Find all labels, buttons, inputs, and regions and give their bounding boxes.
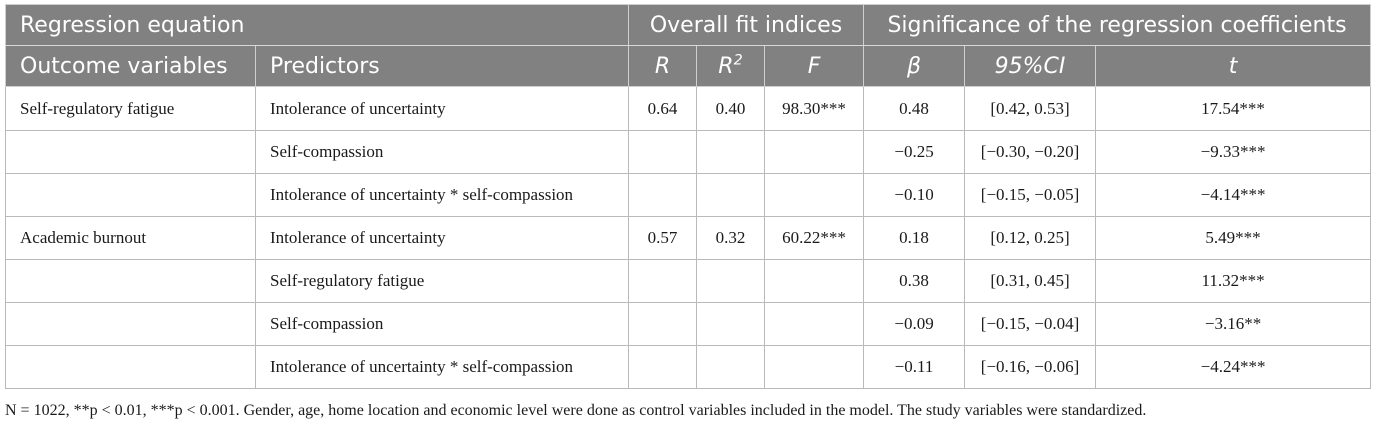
cell-ci: [−0.15, −0.05] — [964, 173, 1097, 217]
column-header-outcome: Outcome variables — [5, 45, 256, 87]
group-header-significance: Significance of the regression coefficie… — [863, 4, 1372, 46]
cell-r — [628, 130, 697, 174]
cell-beta: 0.38 — [863, 259, 966, 303]
cell-outcome — [5, 173, 256, 217]
cell-beta: −0.10 — [863, 173, 966, 217]
cell-r: 0.57 — [628, 216, 697, 260]
cell-r-squared: 0.32 — [696, 216, 765, 260]
cell-f — [763, 302, 865, 346]
cell-r-squared — [696, 130, 765, 174]
cell-t: −3.16** — [1095, 302, 1372, 346]
cell-ci: [0.42, 0.53] — [964, 86, 1097, 131]
table-row: Self-compassion −0.09 [−0.15, −0.04] −3.… — [5, 302, 1372, 346]
table-body: Self-regulatory fatigue Intolerance of u… — [5, 86, 1372, 389]
cell-f — [763, 259, 865, 303]
group-header-regression-equation: Regression equation — [5, 4, 629, 46]
column-header-row: Outcome variables Predictors R R2 F β 95… — [5, 45, 1372, 87]
cell-r-squared — [696, 259, 765, 303]
cell-predictor: Self-regulatory fatigue — [255, 259, 629, 303]
cell-r-squared: 0.40 — [696, 86, 765, 131]
cell-t: 5.49*** — [1095, 216, 1372, 260]
table-header: Regression equation Overall fit indices … — [5, 4, 1372, 87]
cell-r — [628, 302, 697, 346]
table-row: Intolerance of uncertainty * self-compas… — [5, 173, 1372, 217]
cell-beta: 0.48 — [863, 86, 966, 131]
cell-t: −9.33*** — [1095, 130, 1372, 174]
table-row: Self-regulatory fatigue Intolerance of u… — [5, 86, 1372, 131]
column-header-beta: β — [863, 45, 966, 87]
cell-predictor: Self-compassion — [255, 302, 629, 346]
cell-r — [628, 345, 697, 389]
cell-r — [628, 173, 697, 217]
table-row: Self-regulatory fatigue 0.38 [0.31, 0.45… — [5, 259, 1372, 303]
cell-t: −4.24*** — [1095, 345, 1372, 389]
cell-outcome — [5, 302, 256, 346]
table-row: Intolerance of uncertainty * self-compas… — [5, 345, 1372, 389]
group-header-overall-fit: Overall fit indices — [627, 4, 865, 46]
cell-f: 60.22*** — [763, 216, 865, 260]
column-header-f: F — [763, 45, 865, 87]
column-header-t: t — [1095, 45, 1372, 87]
r-squared-exponent: 2 — [733, 52, 743, 69]
cell-ci: [−0.16, −0.06] — [964, 345, 1097, 389]
cell-t: −4.14*** — [1095, 173, 1372, 217]
r-squared-base: R — [718, 53, 734, 79]
cell-predictor: Self-compassion — [255, 130, 629, 174]
cell-predictor: Intolerance of uncertainty — [255, 216, 629, 260]
cell-predictor: Intolerance of uncertainty — [255, 86, 629, 131]
cell-beta: −0.25 — [863, 130, 966, 174]
cell-ci: [−0.15, −0.04] — [964, 302, 1097, 346]
cell-outcome: Academic burnout — [5, 216, 256, 260]
cell-r — [628, 259, 697, 303]
regression-table-container: Regression equation Overall fit indices … — [5, 4, 1372, 389]
cell-predictor: Intolerance of uncertainty * self-compas… — [255, 173, 629, 217]
cell-r-squared — [696, 173, 765, 217]
cell-f — [763, 345, 865, 389]
cell-beta: −0.11 — [863, 345, 966, 389]
cell-r: 0.64 — [628, 86, 697, 131]
cell-ci: [0.31, 0.45] — [964, 259, 1097, 303]
regression-table: Regression equation Overall fit indices … — [5, 4, 1372, 389]
cell-beta: 0.18 — [863, 216, 966, 260]
group-header-row: Regression equation Overall fit indices … — [5, 4, 1372, 46]
cell-r-squared — [696, 302, 765, 346]
cell-t: 11.32*** — [1095, 259, 1372, 303]
cell-f — [763, 130, 865, 174]
table-footnote: N = 1022, **p < 0.01, ***p < 0.001. Gend… — [5, 402, 1147, 419]
table-row: Self-compassion −0.25 [−0.30, −0.20] −9.… — [5, 130, 1372, 174]
cell-f: 98.30*** — [763, 86, 865, 131]
column-header-r: R — [628, 45, 697, 87]
cell-outcome — [5, 345, 256, 389]
cell-predictor: Intolerance of uncertainty * self-compas… — [255, 345, 629, 389]
column-header-predictors: Predictors — [255, 45, 629, 87]
cell-beta: −0.09 — [863, 302, 966, 346]
cell-outcome: Self-regulatory fatigue — [5, 86, 256, 131]
column-header-r-squared: R2 — [696, 45, 765, 87]
cell-ci: [0.12, 0.25] — [964, 216, 1097, 260]
cell-outcome — [5, 259, 256, 303]
cell-t: 17.54*** — [1095, 86, 1372, 131]
cell-r-squared — [696, 345, 765, 389]
table-row: Academic burnout Intolerance of uncertai… — [5, 216, 1372, 260]
cell-outcome — [5, 130, 256, 174]
cell-ci: [−0.30, −0.20] — [964, 130, 1097, 174]
cell-f — [763, 173, 865, 217]
column-header-ci: 95%CI — [964, 45, 1097, 87]
